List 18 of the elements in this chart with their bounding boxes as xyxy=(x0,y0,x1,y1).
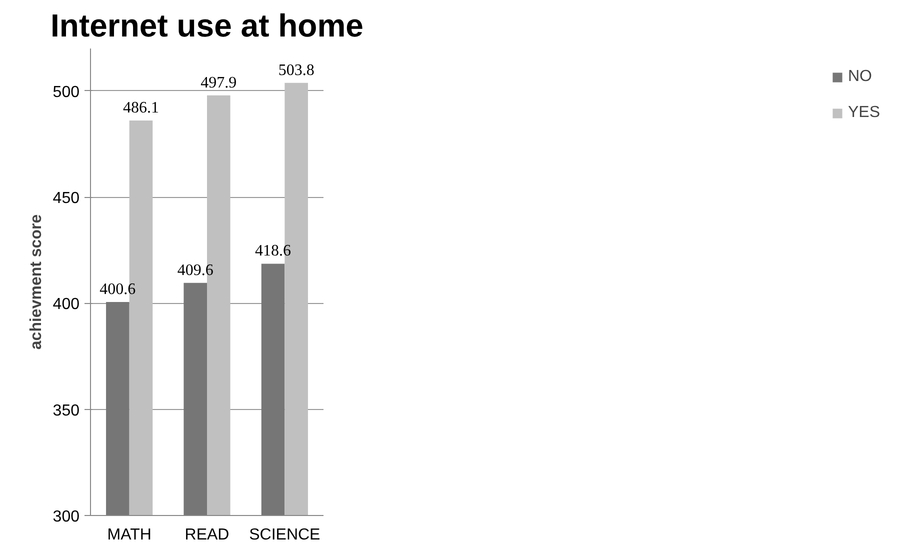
legend-label: NO xyxy=(848,68,872,86)
x-tick-label: SCIENCE xyxy=(249,526,320,544)
data-label: 486.1 xyxy=(122,99,159,116)
legend-label: YES xyxy=(848,104,880,122)
chart-title: Internet use at home xyxy=(50,8,364,44)
y-tick-label: 350 xyxy=(52,402,80,420)
y-tick-label: 500 xyxy=(52,84,80,101)
y-tick-label: 450 xyxy=(52,190,80,208)
y-axis-title: achievment score xyxy=(28,214,45,350)
x-tick-label: READ xyxy=(184,526,230,544)
data-label: 497.9 xyxy=(200,74,237,92)
y-tick-label: 400 xyxy=(52,296,80,314)
y-tick-label: 300 xyxy=(52,508,80,526)
data-label: 503.8 xyxy=(278,62,314,79)
data-label: 409.6 xyxy=(177,262,214,279)
data-label: 400.6 xyxy=(100,280,136,298)
data-label: 418.6 xyxy=(255,242,292,260)
x-tick-label: MATH xyxy=(107,526,152,544)
